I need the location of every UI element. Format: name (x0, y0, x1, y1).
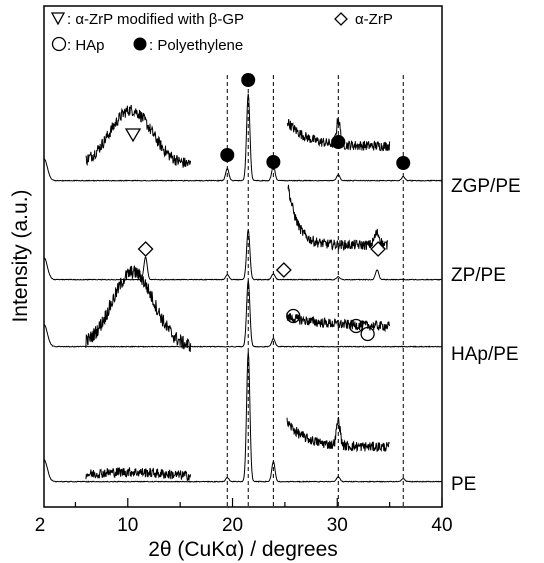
marker-circle-filled-4 (331, 135, 346, 149)
legend-label-zrp: α-ZrP (355, 11, 393, 28)
trace-inset-pe (85, 466, 192, 482)
peak-markers (124, 73, 411, 342)
x-tick-label-2: 2 (35, 515, 46, 536)
trace-inset-hap-pe (85, 265, 192, 352)
legend-triangle-icon (50, 12, 66, 26)
legend: : α-ZrP modified with β-GP α-ZrP : HAp :… (50, 11, 393, 54)
marker-circle-open-11 (360, 326, 375, 342)
y-axis-title: Intensity (a.u.) (9, 189, 32, 322)
plot-frame (43, 5, 443, 508)
legend-open-circle-icon (51, 36, 67, 52)
marker-circle-open-9 (286, 308, 301, 324)
legend-filled-circle-icon (133, 37, 147, 51)
trace-hap-pe (43, 280, 443, 348)
trace-inset-zp-pe (287, 184, 388, 252)
trace-inset2-pe (286, 416, 390, 453)
marker-diamond-open-6 (137, 241, 154, 257)
x-tick-label-10: 10 (117, 515, 138, 536)
legend-label-polyethylene: : Polyethylene (149, 37, 243, 54)
marker-circle-filled-1 (220, 148, 235, 162)
series-label-zgp-pe: ZGP/PE (451, 176, 521, 197)
marker-triangle-open-0 (124, 128, 142, 143)
marker-circle-open-10 (348, 318, 364, 334)
trace-pe (43, 351, 443, 483)
legend-diamond-icon (334, 12, 348, 26)
trace-zgp-pe (43, 93, 443, 182)
marker-diamond-open-8 (370, 241, 387, 257)
trace-zp-pe (43, 229, 443, 281)
series-label-zp-pe: ZP/PE (451, 265, 506, 286)
x-axis-title: 2θ (CuKα) / degrees (148, 538, 338, 561)
marker-circle-filled-2 (241, 73, 256, 87)
trace-inset2-zgp-pe (286, 118, 391, 152)
legend-label-hap: : HAp (67, 37, 105, 54)
series-label-pe: PE (451, 474, 476, 495)
legend-label-modified-zrp: : α-ZrP modified with β-GP (67, 11, 244, 28)
marker-circle-filled-3 (266, 155, 281, 169)
x-tick-label-30: 30 (327, 515, 348, 536)
trace-inset-zgp-pe (85, 104, 192, 168)
traces (43, 93, 443, 483)
marker-diamond-open-7 (275, 262, 292, 278)
x-tick-label-40: 40 (431, 515, 452, 536)
series-labels: ZGP/PE ZP/PE HAp/PE PE (451, 176, 521, 495)
x-axis-ticks: 2 10 20 30 40 (35, 498, 453, 536)
series-label-hap-pe: HAp/PE (451, 344, 519, 365)
marker-circle-filled-5 (396, 156, 411, 170)
trace-inset2-hap-pe (286, 312, 391, 333)
x-tick-label-20: 20 (222, 515, 243, 536)
